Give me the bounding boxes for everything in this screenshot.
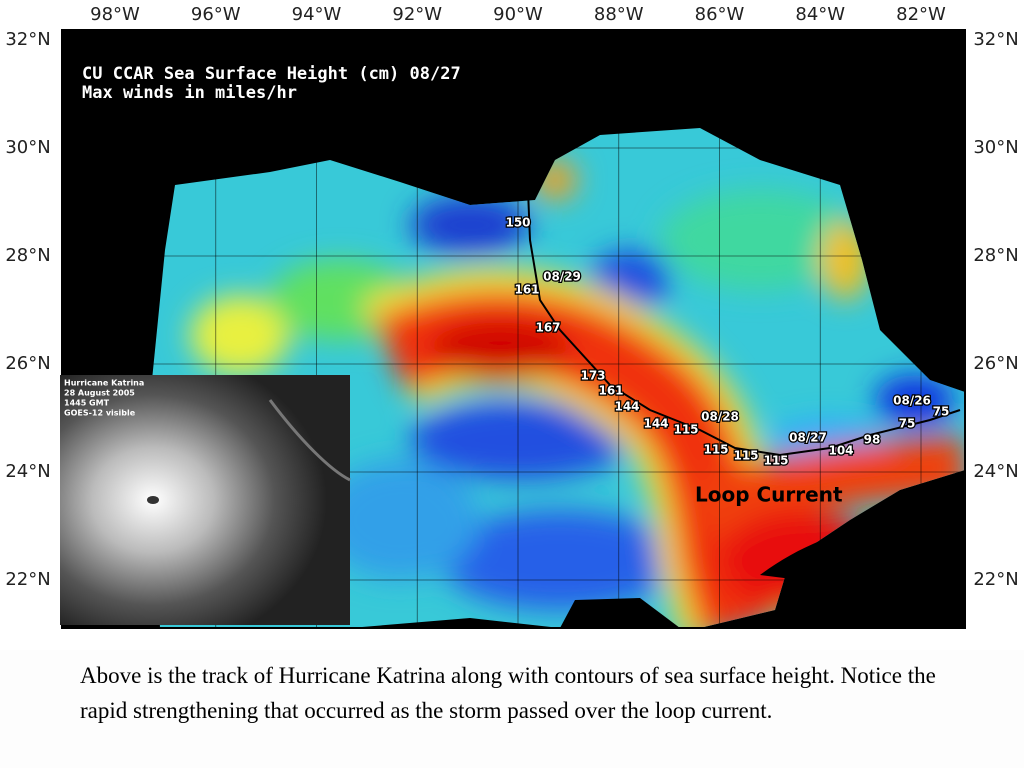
inset-label: Hurricane Katrina [64, 379, 144, 388]
wind-label: 75 [899, 417, 916, 431]
lat-label: 22°N [973, 569, 1018, 590]
wind-label: 98 [864, 433, 881, 447]
inset-label: GOES-12 visible [64, 409, 136, 418]
date-label: 08/29 [543, 270, 581, 284]
wind-label: 150 [505, 216, 530, 230]
wind-label: 173 [580, 369, 605, 383]
lat-label: 30°N [5, 137, 50, 158]
lat-label: 22°N [5, 569, 50, 590]
storm-track [527, 189, 961, 457]
lat-label: 24°N [5, 461, 50, 482]
yucatan [560, 598, 680, 628]
eye [147, 496, 159, 504]
lat-label: 26°N [973, 353, 1018, 374]
lon-label: 96°W [191, 4, 241, 25]
lon-label: 88°W [594, 4, 644, 25]
map-subtitle: Max winds in miles/hr [82, 83, 297, 103]
inset-label: 28 August 2005 [64, 389, 135, 398]
wind-label: 161 [514, 283, 539, 297]
inset [60, 375, 351, 625]
inset-label: 1445 GMT [64, 399, 110, 408]
wind-label: 144 [614, 400, 639, 414]
lat-label: 28°N [973, 245, 1018, 266]
map-frame [61, 29, 966, 629]
lon-label: 84°W [795, 4, 845, 25]
lat-label: 28°N [5, 245, 50, 266]
lat-label: 32°N [973, 29, 1018, 50]
map: CU CCAR Sea Surface Height (cm) 08/27 Ma… [5, 4, 1019, 629]
wind-label: 161 [598, 384, 623, 398]
coast [268, 399, 351, 482]
annotation: Loop Current [695, 483, 843, 507]
lat-label: 30°N [973, 137, 1018, 158]
lat-label: 32°N [5, 29, 50, 50]
satellite-image [60, 375, 350, 625]
wind-label: 115 [733, 449, 758, 463]
lon-label: 82°W [896, 4, 946, 25]
wind-label: 104 [828, 444, 853, 458]
lon-label: 86°W [695, 4, 745, 25]
lon-label: 94°W [292, 4, 342, 25]
lat-label: 26°N [5, 353, 50, 374]
map-title: CU CCAR Sea Surface Height (cm) 08/27 [82, 64, 461, 84]
date-label: 08/27 [789, 431, 827, 445]
wind-label: 115 [763, 454, 788, 468]
wind-label: 115 [703, 443, 728, 457]
lon-label: 92°W [392, 4, 442, 25]
wind-label: 167 [535, 321, 560, 335]
wind-label: 115 [673, 423, 698, 437]
wind-label: 75 [933, 405, 950, 419]
caption: Above is the track of Hurricane Katrina … [80, 663, 936, 723]
lon-label: 98°W [90, 4, 140, 25]
lon-label: 90°W [493, 4, 543, 25]
wind-label: 144 [643, 417, 668, 431]
date-label: 08/26 [893, 394, 931, 408]
date-label: 08/28 [701, 410, 739, 424]
lat-label: 24°N [973, 461, 1018, 482]
cuba [760, 520, 960, 580]
